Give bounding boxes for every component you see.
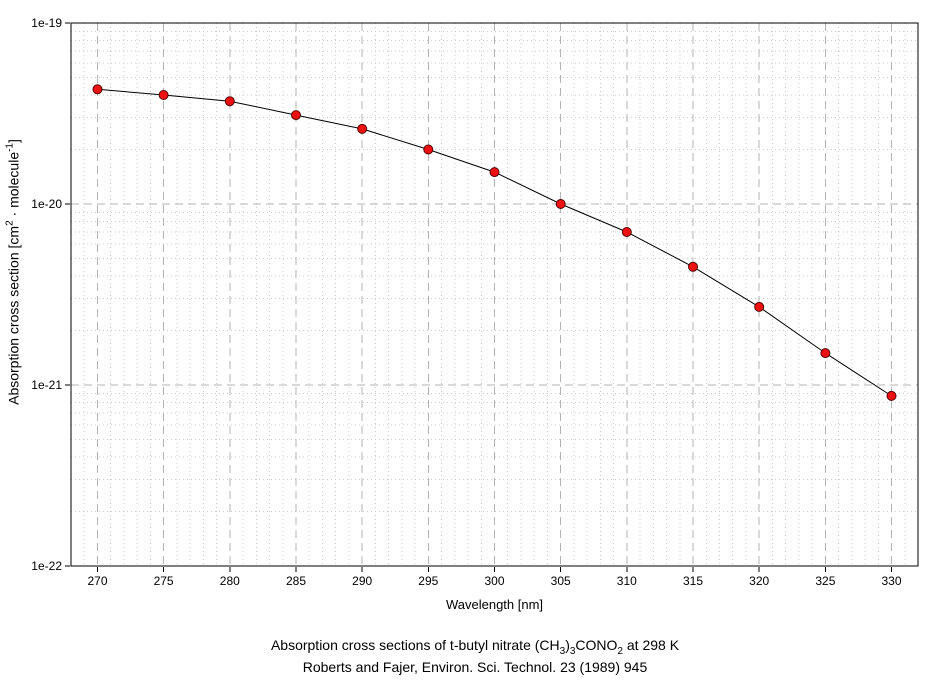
data-point bbox=[357, 123, 368, 134]
data-point bbox=[92, 84, 103, 95]
x-tick-label: 290 bbox=[352, 574, 372, 588]
x-tick-label: 300 bbox=[484, 574, 504, 588]
chart-title-subscript: 2 bbox=[617, 645, 623, 657]
x-tick-label: 315 bbox=[683, 574, 703, 588]
data-point bbox=[621, 227, 632, 237]
y-axis-label-superscript: 2 bbox=[4, 220, 16, 226]
data-point bbox=[886, 390, 897, 401]
data-point bbox=[754, 301, 765, 312]
data-point bbox=[820, 348, 831, 359]
chart-title-text: ) bbox=[565, 637, 570, 653]
x-tick-label: 295 bbox=[418, 574, 438, 588]
x-tick-label: 275 bbox=[154, 574, 174, 588]
data-point bbox=[555, 199, 566, 209]
data-point bbox=[224, 96, 235, 107]
x-tick-label: 310 bbox=[617, 574, 637, 588]
y-tick-label: 1e-22 bbox=[31, 559, 62, 573]
x-tick-label: 270 bbox=[87, 574, 107, 588]
plot-border bbox=[70, 22, 919, 567]
x-tick-label: 330 bbox=[881, 574, 901, 588]
y-tick-label: 1e-19 bbox=[31, 16, 62, 30]
y-tick-label: 1e-20 bbox=[31, 197, 62, 211]
chart-title-text: Absorption cross sections of t-butyl nit… bbox=[270, 637, 560, 653]
data-point bbox=[423, 144, 434, 155]
chart-subtitle: Roberts and Fajer, Environ. Sci. Technol… bbox=[302, 659, 648, 675]
y-axis-label-text: Absorption cross section [cm bbox=[5, 225, 22, 405]
y-axis-label-text: ] bbox=[5, 139, 22, 143]
chart-title-subscript: 3 bbox=[559, 645, 566, 657]
data-point bbox=[489, 167, 500, 178]
y-axis-label-superscript: -1 bbox=[4, 142, 16, 152]
data-point bbox=[158, 90, 169, 100]
chart-title-text: at 298 K bbox=[622, 637, 680, 653]
chart-title-subscript: 3 bbox=[569, 645, 576, 657]
chart-title-text: CONO bbox=[575, 637, 618, 653]
data-point bbox=[688, 261, 698, 272]
x-tick-label: 325 bbox=[815, 574, 835, 588]
x-tick-label: 280 bbox=[220, 574, 240, 588]
y-axis-label: Absorption cross section [cm2 · molecule… bbox=[5, 139, 22, 405]
y-tick-label: 1e-21 bbox=[31, 378, 62, 392]
x-tick-label: 320 bbox=[749, 574, 769, 588]
x-tick-label: 285 bbox=[286, 574, 306, 588]
absorption-cross-section-chart: 270 275 280 285 290 295 300 305 310 315 320 325 330 1… bbox=[31, 16, 919, 588]
y-axis-label-text: · molecule bbox=[5, 151, 22, 221]
x-axis-label: Wavelength [nm] bbox=[445, 597, 544, 612]
data-point bbox=[291, 110, 301, 121]
x-tick-label: 305 bbox=[551, 574, 571, 588]
chart-title: Absorption cross sections of t-butyl nit… bbox=[10, 637, 940, 657]
